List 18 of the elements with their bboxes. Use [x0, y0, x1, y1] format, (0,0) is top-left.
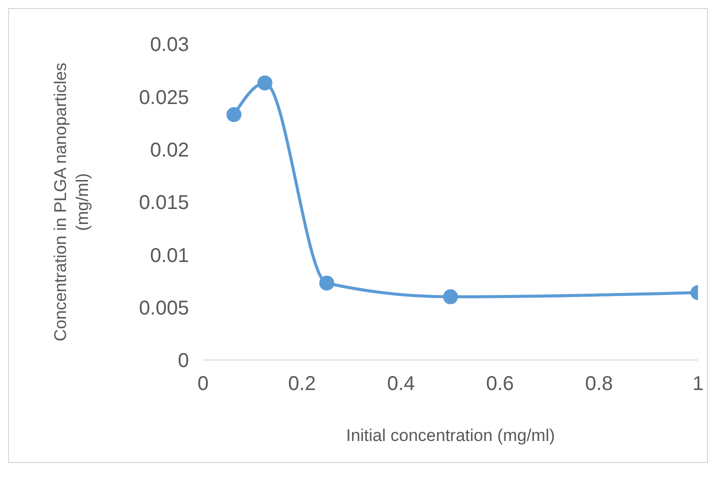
y-tick-label: 0 — [178, 350, 189, 372]
x-axis-title: Initial concentration (mg/ml) — [345, 426, 556, 446]
x-tick-label: 0.6 — [486, 373, 514, 396]
y-tick-label: 0.005 — [138, 297, 189, 320]
x-tick-label: 0 — [197, 373, 209, 396]
y-tick-label: 0.015 — [138, 192, 189, 214]
x-tick-label: 0.2 — [288, 373, 316, 396]
y-tick-label: 0.03 — [150, 34, 189, 56]
x-tick-label: 1 — [692, 373, 704, 396]
x-tick-label: 0.8 — [585, 373, 613, 396]
y-tick-label: 0.025 — [138, 86, 189, 109]
y-tick-label: 0.01 — [150, 244, 189, 267]
point — [226, 107, 242, 122]
point — [257, 75, 272, 90]
y-tick-label: 0.02 — [150, 139, 189, 162]
y-axis-title: Concentration in PLGA nanoparticles (mg/ml) — [50, 62, 93, 344]
x-tick-label: 0.4 — [387, 373, 415, 396]
point — [319, 276, 334, 291]
